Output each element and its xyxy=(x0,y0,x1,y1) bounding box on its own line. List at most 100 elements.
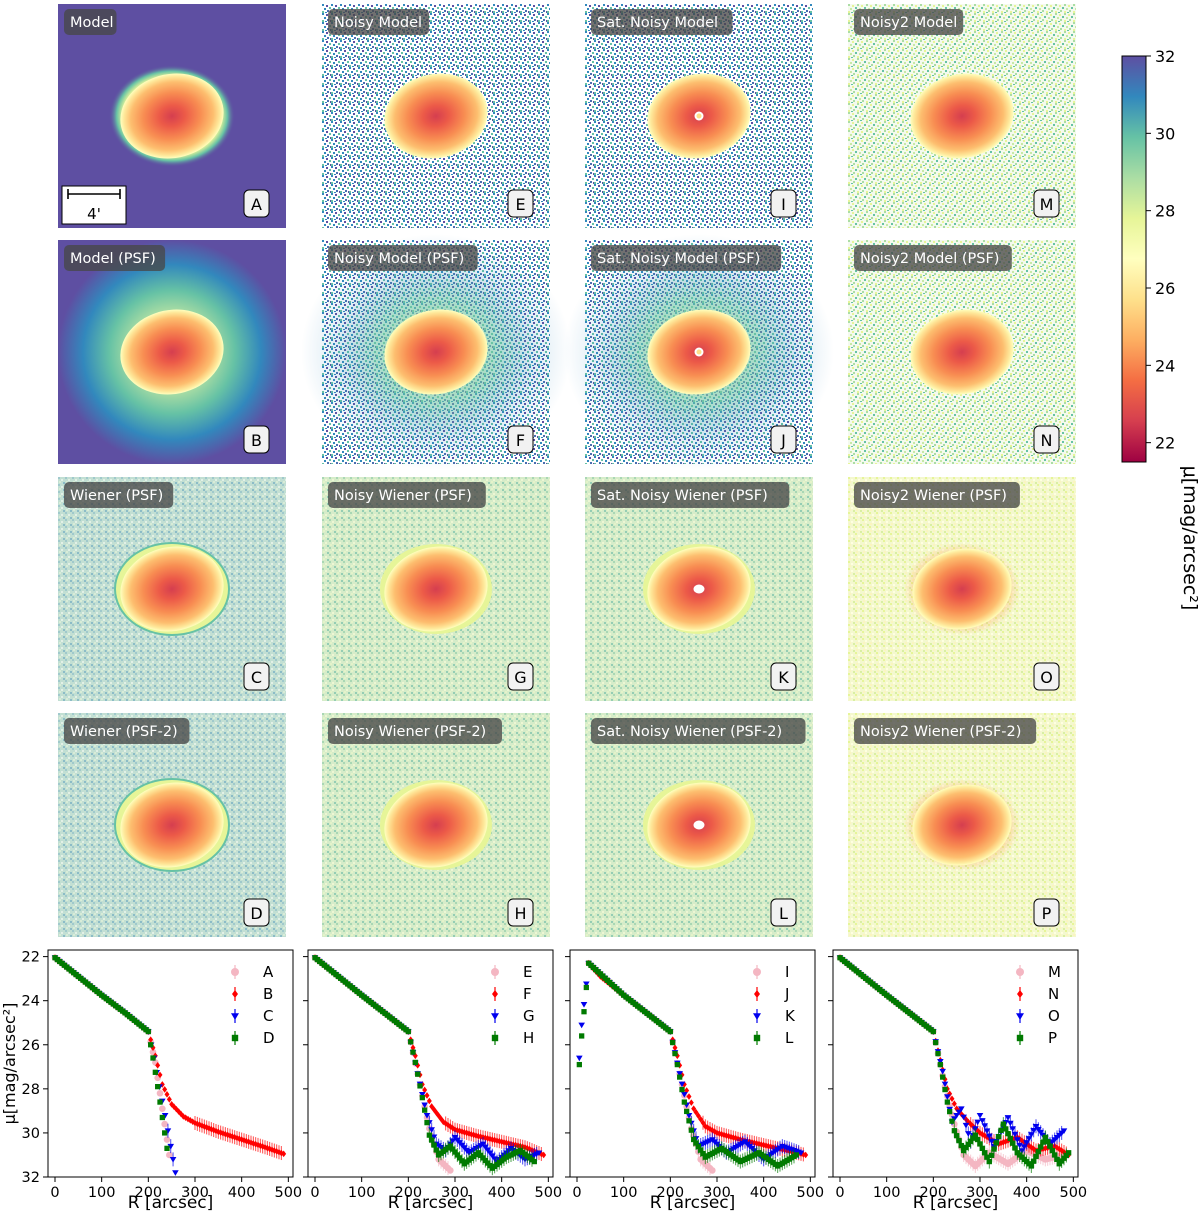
panel-title-badge xyxy=(591,482,790,508)
data-point xyxy=(951,1128,957,1134)
data-point xyxy=(1021,1144,1028,1150)
x-tick-label: 500 xyxy=(274,1185,302,1201)
colorbar-tick-label: 22 xyxy=(1155,434,1175,453)
data-point xyxy=(579,1033,585,1039)
panel-title-badge xyxy=(328,482,486,508)
data-point xyxy=(1023,1140,1030,1146)
data-point xyxy=(281,1150,287,1158)
data-point xyxy=(1045,1139,1051,1145)
panel-letter: M xyxy=(1040,195,1054,214)
galaxy-ellipse xyxy=(120,782,224,868)
data-point xyxy=(965,1131,972,1137)
data-point xyxy=(492,1136,498,1144)
panel-title-badge xyxy=(854,718,1037,744)
x-axis-label: R [arcsec] xyxy=(128,1193,214,1213)
data-point xyxy=(993,1140,999,1146)
x-tick-label: 200 xyxy=(656,1185,684,1201)
data-point xyxy=(949,1095,955,1103)
data-point xyxy=(157,1071,163,1079)
data-point xyxy=(482,1144,489,1151)
y-tick-label: 30 xyxy=(22,1126,40,1142)
panel-title: Noisy2 Model xyxy=(860,15,957,31)
data-point xyxy=(1004,1115,1012,1121)
data-point xyxy=(972,1132,978,1138)
galaxy-ellipse xyxy=(384,546,488,632)
panel-title-badge xyxy=(591,245,782,271)
y-tick-label: 32 xyxy=(22,1170,40,1186)
data-point xyxy=(457,1127,463,1135)
data-point xyxy=(417,1083,423,1089)
x-tick-label: 300 xyxy=(441,1185,469,1201)
panel-title-badge xyxy=(64,9,117,35)
galaxy-ellipse xyxy=(384,309,488,395)
data-point xyxy=(431,1142,437,1148)
legend-label: K xyxy=(785,1007,796,1025)
data-point xyxy=(148,1036,154,1043)
panel-title: Noisy2 Wiener (PSF) xyxy=(860,488,1007,504)
colorbar-tick-label: 32 xyxy=(1155,47,1175,66)
panel-letter: B xyxy=(251,431,262,450)
panel-title: Model (PSF) xyxy=(70,251,156,267)
series-D xyxy=(52,955,170,1151)
panel-title-badge xyxy=(64,482,174,508)
data-point xyxy=(1011,1131,1019,1138)
data-point xyxy=(159,1105,166,1112)
data-point xyxy=(944,1094,951,1100)
x-tick-label: 400 xyxy=(488,1185,516,1201)
x-tick-label: 500 xyxy=(796,1185,824,1201)
legend-marker xyxy=(753,1034,761,1042)
panel-letter-box xyxy=(1033,189,1060,218)
data-point xyxy=(1035,1149,1041,1155)
legend-label: A xyxy=(263,963,274,981)
data-point xyxy=(479,1141,487,1148)
x-tick-label: 400 xyxy=(1013,1185,1041,1201)
saturated-core xyxy=(693,820,705,830)
data-point xyxy=(700,1119,706,1127)
panel-letter-box xyxy=(507,425,534,454)
data-point xyxy=(1054,1144,1060,1151)
colorbar-label: μ[mag/arcsec²] xyxy=(1179,466,1200,611)
data-point xyxy=(1060,1128,1068,1135)
data-point xyxy=(535,1150,543,1157)
data-point xyxy=(161,1120,168,1128)
data-point xyxy=(419,1092,426,1098)
data-point xyxy=(979,1118,986,1124)
data-point xyxy=(988,1138,995,1145)
data-point xyxy=(423,1112,431,1119)
panel-letter: D xyxy=(250,904,262,923)
data-point xyxy=(410,1049,416,1055)
image-panel-j: Sat. Noisy Model (PSF) J xyxy=(564,234,834,470)
data-point xyxy=(686,1093,692,1100)
legend-marker xyxy=(231,968,239,976)
data-point xyxy=(1005,1131,1011,1137)
data-point xyxy=(164,1128,172,1135)
data-point xyxy=(484,1147,491,1154)
data-point xyxy=(152,1069,158,1075)
galaxy-ellipse xyxy=(120,546,224,632)
data-point xyxy=(1016,1142,1023,1149)
panel-letter: H xyxy=(514,904,526,923)
legend-marker xyxy=(492,990,498,998)
plot-data xyxy=(51,954,287,1176)
legend-label: E xyxy=(523,963,532,981)
colorbar-tick-label: 24 xyxy=(1155,356,1175,375)
data-point xyxy=(1003,1126,1009,1132)
data-point xyxy=(933,1039,939,1046)
data-point xyxy=(169,1157,177,1163)
panel-letter: J xyxy=(780,431,786,450)
x-tick-label: 0 xyxy=(835,1185,844,1201)
x-tick-label: 100 xyxy=(610,1185,638,1201)
x-tick-label: 0 xyxy=(572,1185,581,1201)
data-point xyxy=(172,1170,179,1176)
data-point xyxy=(698,1115,704,1123)
data-point xyxy=(702,1123,708,1130)
data-point xyxy=(667,1028,673,1035)
legend-label: O xyxy=(1048,1007,1060,1025)
data-point xyxy=(765,1142,771,1150)
plot-data xyxy=(311,954,547,1176)
panel-title: Noisy Model xyxy=(334,15,422,31)
data-point xyxy=(1040,1139,1046,1145)
data-point xyxy=(986,1158,992,1165)
data-point xyxy=(695,1112,701,1120)
panel-title: Sat. Noisy Model (PSF) xyxy=(597,251,760,267)
